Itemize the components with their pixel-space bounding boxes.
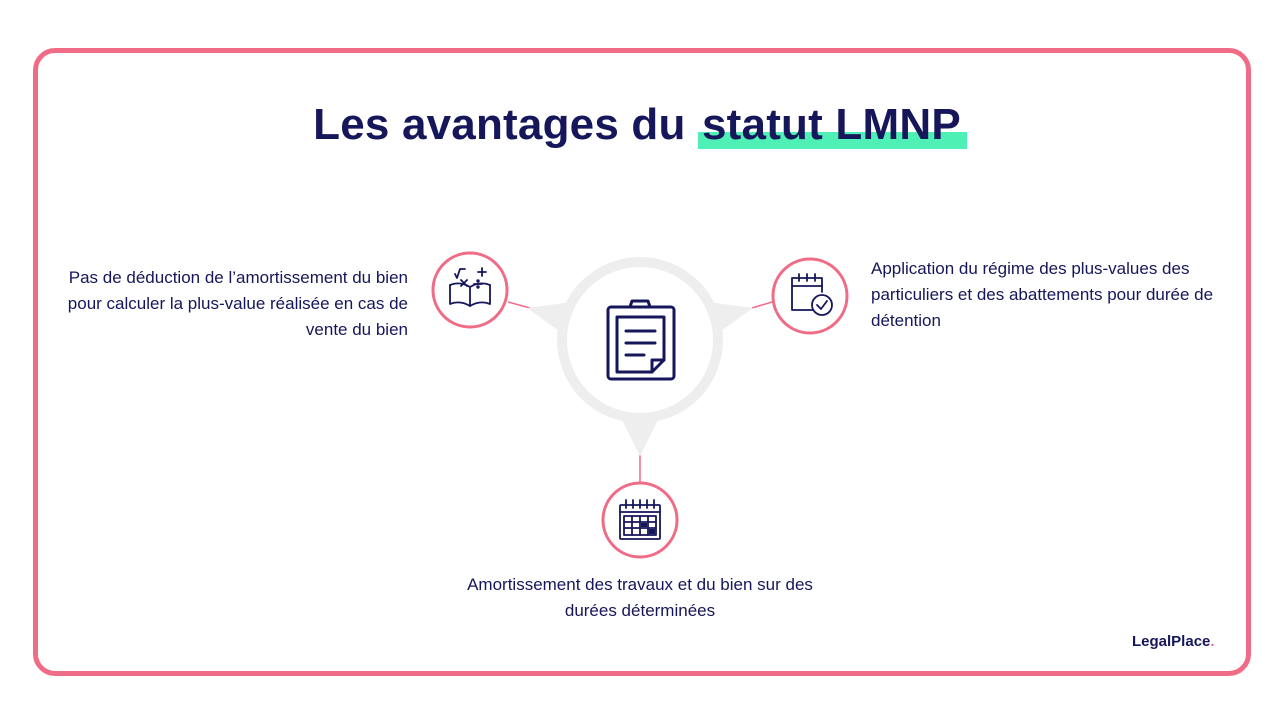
legalplace-logo: LegalPlace. xyxy=(1132,633,1215,650)
logo-dot: . xyxy=(1210,633,1215,650)
connector-left xyxy=(507,301,531,309)
title-highlight: statut LMNP xyxy=(698,100,967,149)
connector-right xyxy=(751,301,773,309)
title-prefix: Les avantages du xyxy=(313,100,699,149)
advantage-amortissement-plus-value: Pas de déduction de l’amortissement du b… xyxy=(67,268,408,339)
calendar-check-icon xyxy=(791,273,833,316)
page-title: Les avantages du statut LMNP xyxy=(0,100,1280,150)
advantage-amortissement-travaux: Amortissement des travaux et du bien sur… xyxy=(467,575,813,620)
math-book-icon xyxy=(449,267,491,307)
hub-circle xyxy=(557,257,723,423)
calendar-grid-icon xyxy=(619,499,661,540)
logo-text: LegalPlace xyxy=(1132,633,1211,650)
clipboard-document-icon xyxy=(606,299,676,381)
advantage-regime-plus-values: Application du régime des plus-values de… xyxy=(871,259,1214,330)
right-node-circle xyxy=(771,257,849,335)
